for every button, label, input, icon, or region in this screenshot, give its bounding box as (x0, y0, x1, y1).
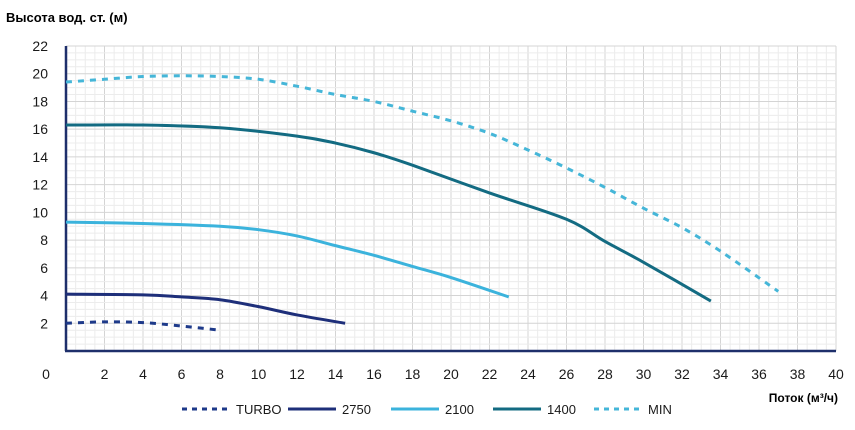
tick-labels: 0 2 4 6 8 10 12 14 16 18 20 22 24 26 28 30 32 34 36 38 40246… (32, 38, 844, 382)
y-tick-label: 16 (32, 121, 48, 137)
legend-label-min: MIN (648, 402, 672, 417)
y-tick-label: 22 (32, 38, 48, 54)
x-tick-label: 8 (216, 366, 224, 382)
x-tick-label: 38 (790, 366, 806, 382)
legend-label-2750: 2750 (342, 402, 371, 417)
x-tick-label: 6 (178, 366, 186, 382)
x-tick-label: 24 (520, 366, 536, 382)
y-tick-label: 14 (32, 149, 48, 165)
x-tick-label: 40 (828, 366, 844, 382)
x-axis-label: Поток (м³/ч) (769, 391, 838, 405)
y-tick-label: 10 (32, 204, 48, 220)
x-tick-label: 18 (405, 366, 421, 382)
y-tick-label: 6 (40, 260, 48, 276)
x-tick-label: 10 (251, 366, 267, 382)
x-tick-label: 20 (443, 366, 459, 382)
legend-label-1400: 1400 (547, 402, 576, 417)
x-tick-label: 12 (289, 366, 305, 382)
y-tick-label: 18 (32, 93, 48, 109)
x-tick-label: 4 (139, 366, 147, 382)
x-tick-label: 16 (366, 366, 382, 382)
y-tick-label: 2 (40, 315, 48, 331)
series-line-min (65, 74, 780, 293)
x-tick-label: 36 (751, 366, 767, 382)
x-tick-label: 2 (101, 366, 109, 382)
series-line-2750 (65, 292, 346, 325)
x-tick-label: 14 (328, 366, 344, 382)
series-line-1400 (65, 123, 712, 303)
x-tick-label: 34 (713, 366, 729, 382)
legend-label-2100: 2100 (445, 402, 474, 417)
y-tick-label: 4 (40, 288, 48, 304)
y-axis-label: Высота вод. ст. (м) (6, 10, 128, 25)
x-tick-label: 22 (482, 366, 498, 382)
series-lines (65, 74, 780, 332)
y-tick-label: 8 (40, 232, 48, 248)
legend-label-turbo: TURBO (236, 402, 282, 417)
x-tick-label: 30 (636, 366, 652, 382)
x-tick-label: 0 (42, 366, 50, 382)
grid (65, 45, 837, 352)
y-tick-label: 12 (32, 177, 48, 193)
x-tick-label: 26 (559, 366, 575, 382)
series-line-turbo (65, 320, 221, 332)
legend: TURBO 2750 2100 1400 MIN (182, 402, 672, 417)
y-tick-label: 20 (32, 66, 48, 82)
axes (64, 46, 836, 353)
series-line-2100 (65, 220, 510, 299)
x-tick-label: 28 (597, 366, 613, 382)
x-tick-label: 32 (674, 366, 690, 382)
